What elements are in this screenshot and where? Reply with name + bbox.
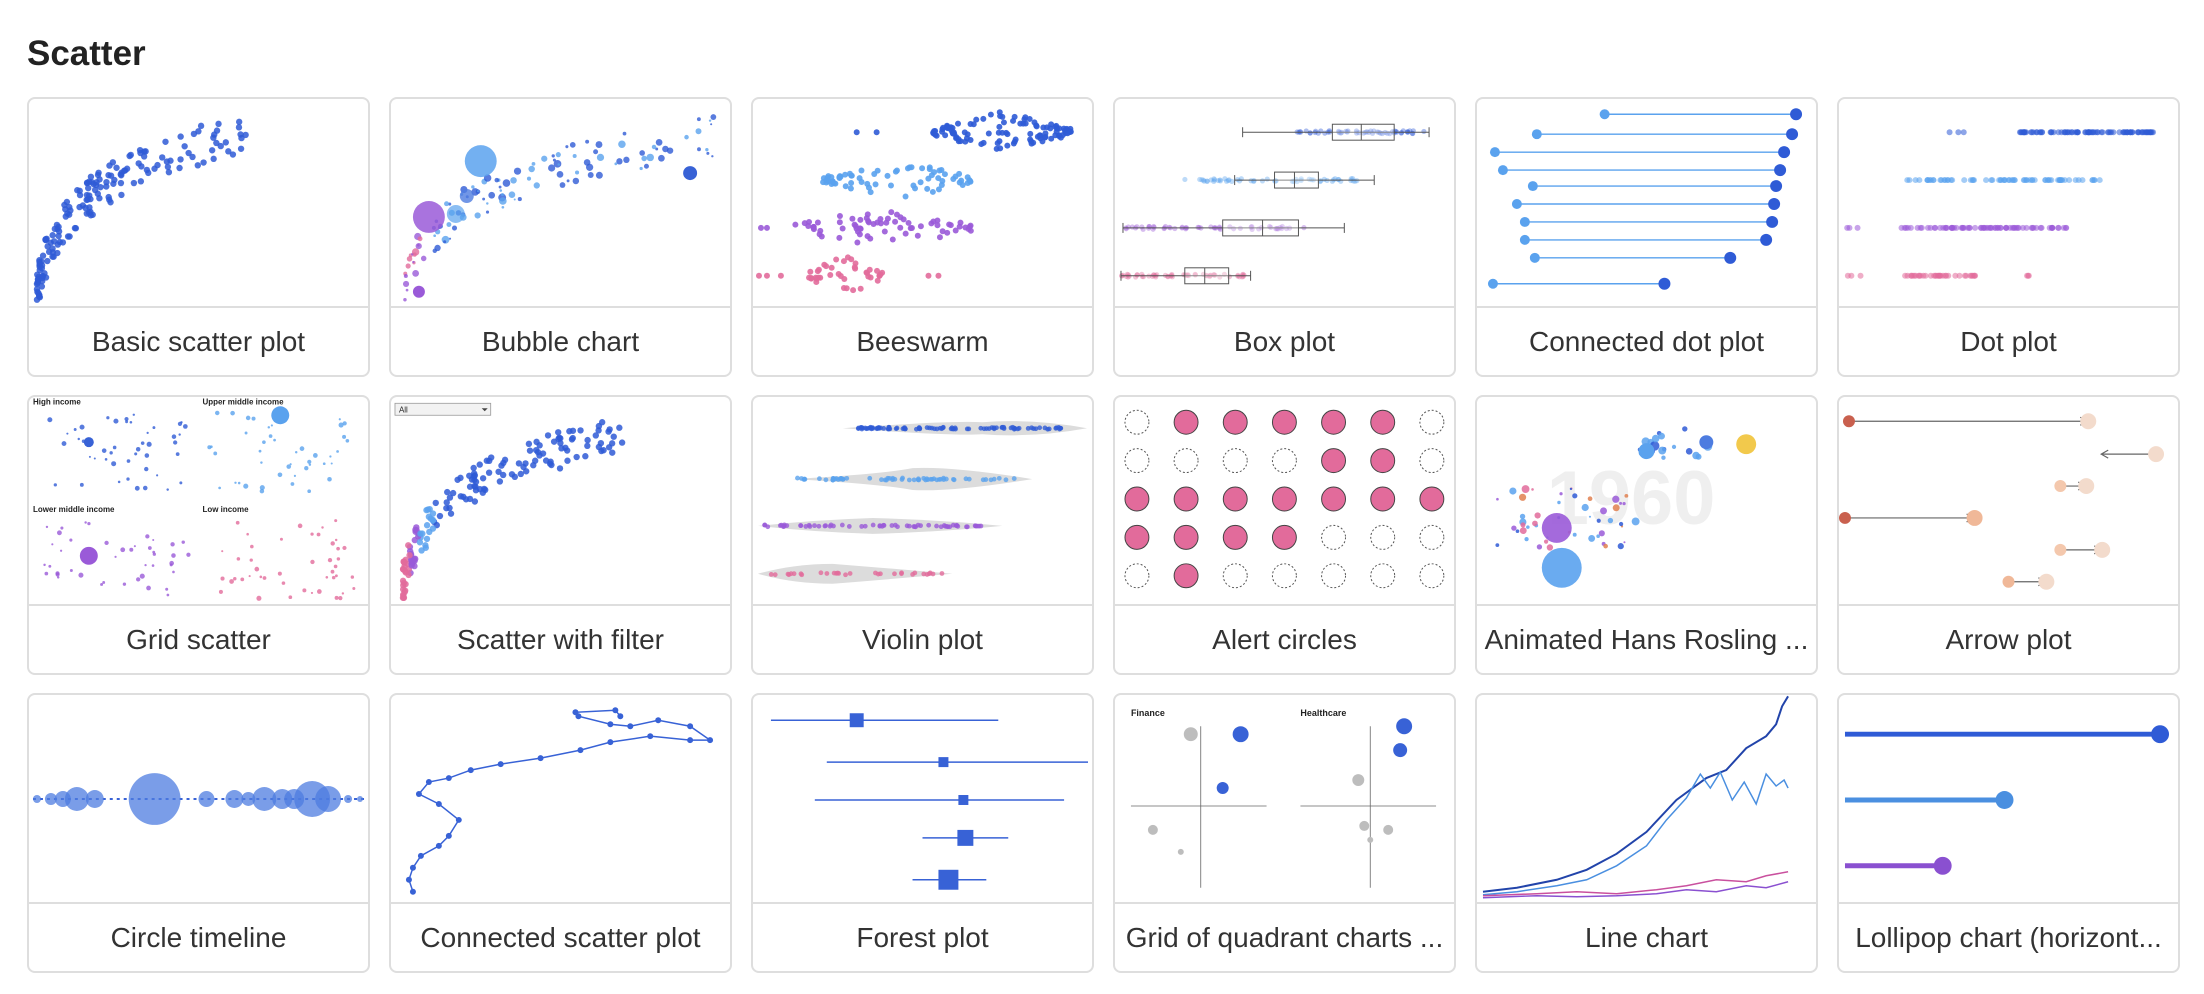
card-label: Basic scatter plot bbox=[91, 325, 306, 357]
quadrant-grid-thumbnail-icon: Finance Healthcare bbox=[1115, 695, 1454, 904]
section-title: Scatter bbox=[27, 34, 146, 73]
quadrant-panel-title: Healthcare bbox=[1300, 708, 1346, 718]
card-label: Arrow plot bbox=[1945, 623, 2072, 655]
card-alert-circles[interactable]: Alert circles bbox=[1113, 395, 1456, 675]
chevron-down-icon bbox=[481, 408, 488, 412]
card-label: Connected dot plot bbox=[1528, 325, 1765, 357]
card-label: Scatter with filter bbox=[457, 623, 664, 655]
card-label: Dot plot bbox=[1960, 325, 2057, 357]
card-grid-of-quadrant-charts[interactable]: Finance Healthcare Grid of quadrant c bbox=[1113, 693, 1456, 973]
scatter-filter-thumbnail-icon: All bbox=[391, 397, 730, 606]
card-box-plot[interactable]: Box plot bbox=[1113, 97, 1456, 377]
card-forest-plot[interactable]: Forest plot bbox=[751, 693, 1094, 973]
card-label: Circle timeline bbox=[110, 921, 287, 953]
card-label: Beeswarm bbox=[856, 325, 989, 357]
chart-template-grid: Basic scatter plot Bubble chart Beeswarm bbox=[27, 97, 2180, 973]
card-grid-scatter[interactable]: High income Upper middle income Lower mi… bbox=[27, 395, 370, 675]
card-animated-hans-rosling[interactable]: 1960 Animated Hans Rosling ... bbox=[1475, 395, 1818, 675]
filter-dropdown bbox=[394, 402, 492, 416]
card-label: Bubble chart bbox=[481, 325, 640, 357]
card-line-chart[interactable]: Line chart bbox=[1475, 693, 1818, 973]
card-scatter-with-filter[interactable]: All Scatter with filter bbox=[389, 395, 732, 675]
basic-scatter-thumbnail-icon bbox=[29, 99, 368, 308]
alert-circles-thumbnail-icon bbox=[1115, 397, 1454, 606]
forest-plot-thumbnail-icon bbox=[753, 695, 1092, 904]
card-label: Line chart bbox=[1585, 921, 1708, 953]
card-label: Violin plot bbox=[862, 623, 983, 655]
connected-dot-thumbnail-icon bbox=[1477, 99, 1816, 308]
card-connected-scatter-plot[interactable]: Connected scatter plot bbox=[389, 693, 732, 973]
grid-scatter-thumbnail-icon: High income Upper middle income Lower mi… bbox=[29, 397, 368, 606]
animated-bubble-thumbnail-icon: 1960 bbox=[1477, 397, 1816, 606]
card-label: Alert circles bbox=[1212, 623, 1357, 655]
grid-panel-title: Lower middle income bbox=[33, 505, 115, 514]
card-violin-plot[interactable]: Violin plot bbox=[751, 395, 1094, 675]
year-watermark: 1960 bbox=[1547, 456, 1716, 541]
grid-panel-title: Low income bbox=[202, 505, 249, 514]
card-label: Animated Hans Rosling ... bbox=[1484, 623, 1809, 655]
connected-scatter-thumbnail-icon bbox=[391, 695, 730, 904]
quadrant-panel-title: Finance bbox=[1131, 708, 1165, 718]
card-dot-plot[interactable]: Dot plot bbox=[1837, 97, 2180, 377]
circle-timeline-thumbnail-icon bbox=[29, 695, 368, 904]
card-circle-timeline[interactable]: Circle timeline bbox=[27, 693, 370, 973]
beeswarm-thumbnail-icon bbox=[753, 99, 1092, 308]
violin-plot-thumbnail-icon bbox=[753, 397, 1092, 606]
filter-dropdown-value: All bbox=[399, 405, 408, 414]
dot-plot-thumbnail-icon bbox=[1839, 99, 2178, 308]
line-chart-thumbnail-icon bbox=[1477, 695, 1816, 904]
grid-panel-title: Upper middle income bbox=[202, 397, 284, 406]
card-connected-dot-plot[interactable]: Connected dot plot bbox=[1475, 97, 1818, 377]
card-label: Forest plot bbox=[856, 921, 989, 953]
card-label: Grid scatter bbox=[126, 623, 271, 655]
card-beeswarm[interactable]: Beeswarm bbox=[751, 97, 1094, 377]
arrow-plot-thumbnail-icon bbox=[1839, 397, 2178, 606]
card-label: Box plot bbox=[1233, 325, 1336, 357]
card-label: Lollipop chart (horizont... bbox=[1855, 921, 2162, 953]
box-plot-thumbnail-icon bbox=[1115, 99, 1454, 308]
card-label: Connected scatter plot bbox=[420, 921, 701, 953]
card-bubble-chart[interactable]: Bubble chart bbox=[389, 97, 732, 377]
bubble-chart-thumbnail-icon bbox=[391, 99, 730, 308]
card-label: Grid of quadrant charts ... bbox=[1125, 921, 1444, 953]
card-basic-scatter-plot[interactable]: Basic scatter plot bbox=[27, 97, 370, 377]
grid-panel-title: High income bbox=[33, 397, 81, 406]
card-arrow-plot[interactable]: Arrow plot bbox=[1837, 395, 2180, 675]
lollipop-thumbnail-icon bbox=[1839, 695, 2178, 904]
card-lollipop-chart[interactable]: Lollipop chart (horizont... bbox=[1837, 693, 2180, 973]
